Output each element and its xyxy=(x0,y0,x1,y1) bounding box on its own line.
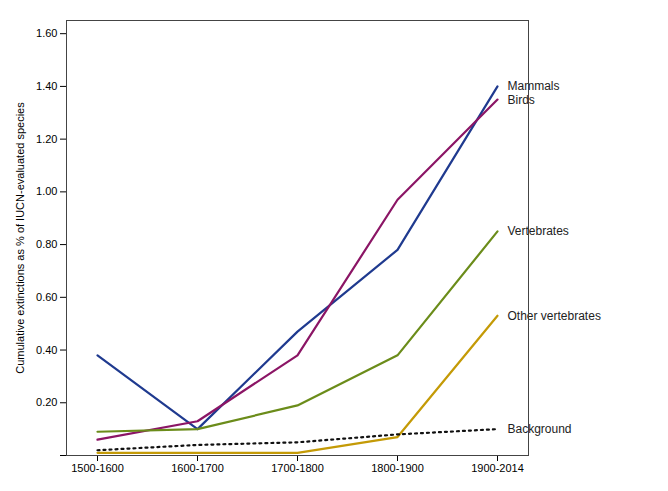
svg-text:Cumulative extinctions as % of: Cumulative extinctions as % of IUCN-eval… xyxy=(14,102,26,374)
svg-text:1.60: 1.60 xyxy=(36,27,57,39)
svg-text:1600-1700: 1600-1700 xyxy=(171,462,224,474)
svg-text:1.40: 1.40 xyxy=(36,80,57,92)
svg-text:Other vertebrates: Other vertebrates xyxy=(508,309,601,323)
svg-text:Birds: Birds xyxy=(508,93,535,107)
svg-text:1500-1600: 1500-1600 xyxy=(71,462,124,474)
svg-text:1900-2014: 1900-2014 xyxy=(471,462,524,474)
svg-text:1.20: 1.20 xyxy=(36,133,57,145)
svg-text:Mammals: Mammals xyxy=(508,79,560,93)
svg-text:1.00: 1.00 xyxy=(36,185,57,197)
svg-text:Vertebrates: Vertebrates xyxy=(508,224,569,238)
svg-text:1700-1800: 1700-1800 xyxy=(271,462,324,474)
svg-text:0.60: 0.60 xyxy=(36,291,57,303)
svg-text:Background: Background xyxy=(508,422,572,436)
svg-text:0.40: 0.40 xyxy=(36,344,57,356)
svg-text:0.20: 0.20 xyxy=(36,396,57,408)
svg-text:0.80: 0.80 xyxy=(36,238,57,250)
svg-text:1800-1900: 1800-1900 xyxy=(371,462,424,474)
